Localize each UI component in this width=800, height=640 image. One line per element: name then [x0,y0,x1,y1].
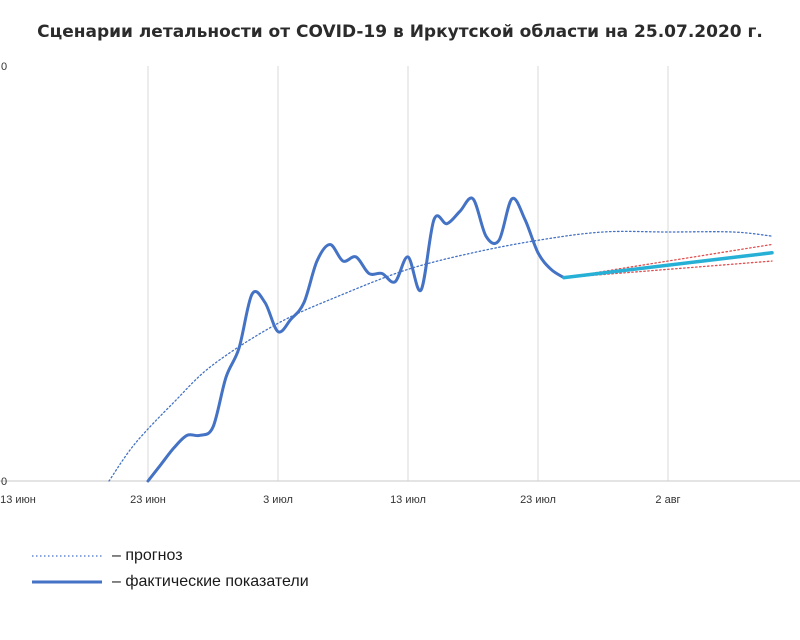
legend-item-actual: – фактические показатели [30,571,530,593]
series-line-3 [563,243,773,279]
legend-label-forecast: – прогноз [112,547,183,564]
series-line-0 [146,196,566,483]
y-tick-label: 0 [1,61,7,73]
x-tick-label: 23 июл [520,494,556,506]
x-tick-label: 13 июл [390,494,426,506]
series-lines [108,196,774,483]
x-tick-label: 13 июн [0,494,36,506]
x-tick-label: 2 авг [655,494,680,506]
series-line-1 [108,230,773,482]
legend-label-actual: – фактические показатели [112,573,309,590]
dotted-line-icon [32,555,102,557]
chart-title: Сценарии летальности от COVID-19 в Иркут… [37,22,763,42]
legend-item-forecast: – прогноз [30,545,530,567]
x-tick-label: 3 июл [263,494,293,506]
grid-lines [147,66,669,481]
x-tick-label: 23 июн [130,494,166,506]
series-line-4 [563,260,773,279]
solid-line-icon [32,580,102,584]
y-tick-label: 0 [1,476,7,488]
tick-labels: 13 июн 23 июн 3 июл 13 июл 23 июл 2 авг 0 0 [0,61,680,506]
series-line-2 [562,251,774,280]
chart-plot: 13 июн 23 июн 3 июл 13 июл 23 июл 2 авг 0 0 [0,61,800,506]
